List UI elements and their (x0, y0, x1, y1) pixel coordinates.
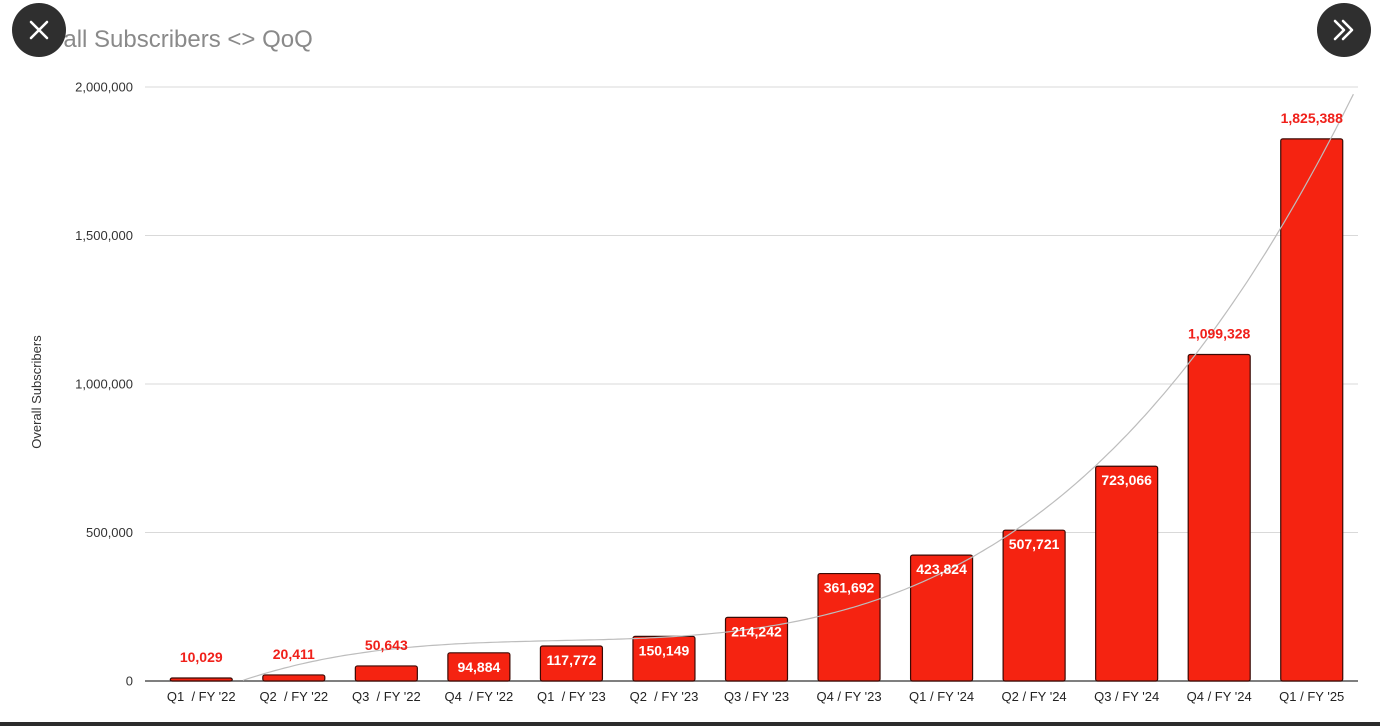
bottom-divider (0, 722, 1380, 726)
y-tick-label: 1,500,000 (75, 228, 133, 243)
bar (262, 674, 326, 682)
x-tick-label: Q4 / FY '24 (1187, 689, 1252, 704)
data-label: 507,721 (1009, 536, 1060, 552)
x-tick-label: Q1 / FY '22 (167, 689, 236, 704)
y-tick-label: 500,000 (86, 525, 133, 540)
bar (1280, 138, 1344, 682)
next-button[interactable] (1317, 3, 1371, 57)
y-tick-label: 1,000,000 (75, 377, 133, 392)
data-label: 1,825,388 (1281, 110, 1343, 126)
y-tick-label: 2,000,000 (75, 80, 133, 95)
x-tick-label: Q3 / FY '23 (724, 689, 789, 704)
double-chevron-right-icon (1333, 19, 1354, 41)
x-tick-label: Q1 / FY '23 (537, 689, 606, 704)
data-label: 361,692 (824, 580, 875, 596)
bar (909, 554, 974, 682)
bar (817, 572, 881, 682)
x-tick-label: Q3 / FY '22 (352, 689, 421, 704)
data-labels: 10,029 20,411 50,643 94,884 117,772 150,149 21… (180, 110, 1343, 675)
bar (169, 677, 233, 682)
data-label: 423,824 (916, 561, 967, 577)
data-label: 117,772 (547, 652, 597, 668)
x-tick-label: Q2 / FY '24 (1002, 689, 1067, 704)
bar (1002, 529, 1066, 682)
close-icon (29, 20, 49, 40)
bar (632, 635, 696, 682)
data-label: 10,029 (180, 649, 223, 665)
bar (447, 652, 511, 682)
y-axis-label: Overall Subscribers (29, 335, 44, 449)
x-tick-label: Q3 / FY '24 (1094, 689, 1159, 704)
gridlines (145, 86, 1358, 682)
chart-title: erall Subscribers <> QoQ (42, 26, 313, 53)
x-tick-label: Q2 / FY '23 (630, 689, 699, 704)
data-label: 1,099,328 (1188, 325, 1250, 341)
data-label: 723,066 (1101, 472, 1152, 488)
data-label: 94,884 (457, 659, 500, 675)
data-label: 50,643 (365, 637, 408, 653)
x-tick-label: Q1 / FY '24 (909, 689, 974, 704)
x-tick-label: Q2 / FY '22 (259, 689, 328, 704)
bar (1187, 353, 1251, 682)
data-label: 20,411 (273, 646, 315, 662)
data-label: 150,149 (639, 642, 690, 658)
x-axis-ticks: Q1 / FY '22 Q2 / FY '22 Q3 / FY '22 Q4 / FY… (167, 689, 1344, 704)
bar (354, 665, 418, 682)
bars (169, 138, 1344, 682)
y-tick-label: 0 (126, 674, 133, 689)
close-button[interactable] (12, 3, 66, 57)
bar (539, 645, 604, 682)
x-tick-label: Q4 / FY '23 (816, 689, 881, 704)
bar (1095, 465, 1159, 682)
x-tick-label: Q4 / FY '22 (445, 689, 514, 704)
data-label: 214,242 (731, 623, 782, 639)
bar (724, 616, 789, 682)
y-axis-ticks: 0 500,000 1,000,000 1,500,000 2,000,000 (75, 80, 133, 689)
trendline (242, 93, 1354, 681)
x-tick-label: Q1 / FY '25 (1279, 689, 1344, 704)
